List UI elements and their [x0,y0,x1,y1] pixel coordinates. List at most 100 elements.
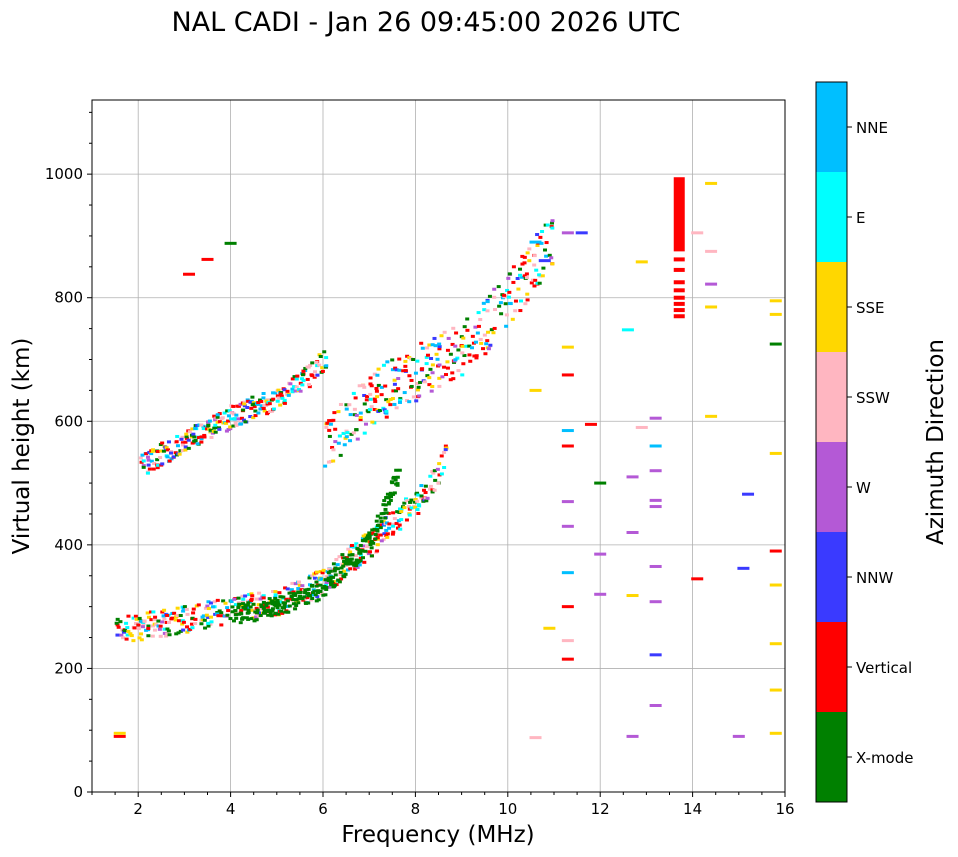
echo-mark [284,597,289,601]
echo-mark [474,356,479,360]
echo-mark [416,503,421,507]
echo-mark [561,345,574,349]
echo-mark [156,624,161,628]
echo-mark [184,432,189,436]
echo-mark [550,221,555,225]
echo-mark [434,352,439,356]
echo-mark [298,590,303,594]
echo-mark [270,599,275,603]
echo-mark [257,591,262,595]
echo-mark [442,330,447,334]
echo-mark [432,488,437,492]
echo-mark [524,276,529,280]
echo-mark [369,405,374,409]
echo-mark [407,513,412,517]
echo-mark [183,440,188,444]
plot-background [92,100,785,792]
echo-mark [156,619,161,623]
echo-mark [273,593,278,597]
echo-mark [239,609,244,613]
echo-mark [169,450,174,454]
echo-mark [461,336,466,340]
echo-mark [307,385,312,389]
echo-mark [331,575,336,579]
echo-mark [443,444,448,448]
echo-mark [276,612,281,616]
echo-mark [312,576,317,580]
echo-mark [141,459,146,463]
echo-mark [430,385,435,389]
echo-mark [444,373,449,377]
echo-mark [388,398,393,402]
echo-mark [478,318,483,322]
echo-mark [506,295,511,299]
echo-mark [283,610,288,614]
echo-mark [561,231,574,235]
echo-mark [395,475,400,479]
echo-mark [241,597,246,601]
echo-mark [176,631,181,635]
echo-mark [465,328,470,332]
echo-mark [261,596,266,600]
echo-mark [225,606,230,610]
echo-mark [305,365,310,369]
echo-mark [303,366,308,370]
echo-mark [413,505,418,509]
echo-mark [378,533,383,537]
echo-mark [268,612,273,616]
echo-mark [407,505,412,509]
echo-mark [129,634,134,638]
echo-mark [469,346,474,350]
echo-mark [381,503,386,507]
echo-mark [462,354,467,358]
echo-mark [541,266,546,270]
echo-mark [181,620,186,624]
echo-mark [379,539,384,543]
echo-mark [385,492,390,496]
echo-mark [275,394,280,398]
echo-marks [113,177,782,740]
echo-mark [375,549,380,553]
echo-mark [300,597,305,601]
echo-mark [391,476,396,480]
y-tick-label: 1000 [45,165,83,183]
echo-mark [323,593,328,597]
echo-mark [280,396,285,400]
echo-mark [476,311,481,315]
echo-mark [386,496,391,500]
echo-mark [316,578,321,582]
echo-mark [393,366,398,370]
echo-mark [649,498,662,502]
echo-mark [428,474,433,478]
echo-mark [348,439,353,443]
echo-mark [376,367,381,371]
echo-mark [635,425,648,429]
echo-mark [391,530,396,534]
echo-mark [357,384,362,388]
echo-mark [345,568,350,572]
echo-mark [249,406,254,410]
echo-mark [364,398,369,402]
echo-mark [146,615,151,619]
colorbar-tick-label: NNW [856,569,893,587]
echo-mark [206,423,211,427]
echo-mark [372,372,377,376]
echo-mark [330,445,335,449]
echo-mark [381,520,386,524]
echo-mark [342,569,347,573]
echo-mark [165,614,170,618]
echo-mark [368,376,373,380]
echo-mark [303,597,308,601]
echo-mark [331,562,336,566]
echo-mark [212,414,217,418]
echo-mark [383,507,388,511]
echo-mark [116,625,121,629]
echo-mark [342,443,347,447]
echo-mark [213,430,218,434]
echo-mark [332,569,337,573]
echo-mark [415,381,420,385]
echo-mark [184,607,189,611]
echo-mark [339,577,344,581]
echo-mark [217,412,222,416]
echo-mark [270,607,275,611]
